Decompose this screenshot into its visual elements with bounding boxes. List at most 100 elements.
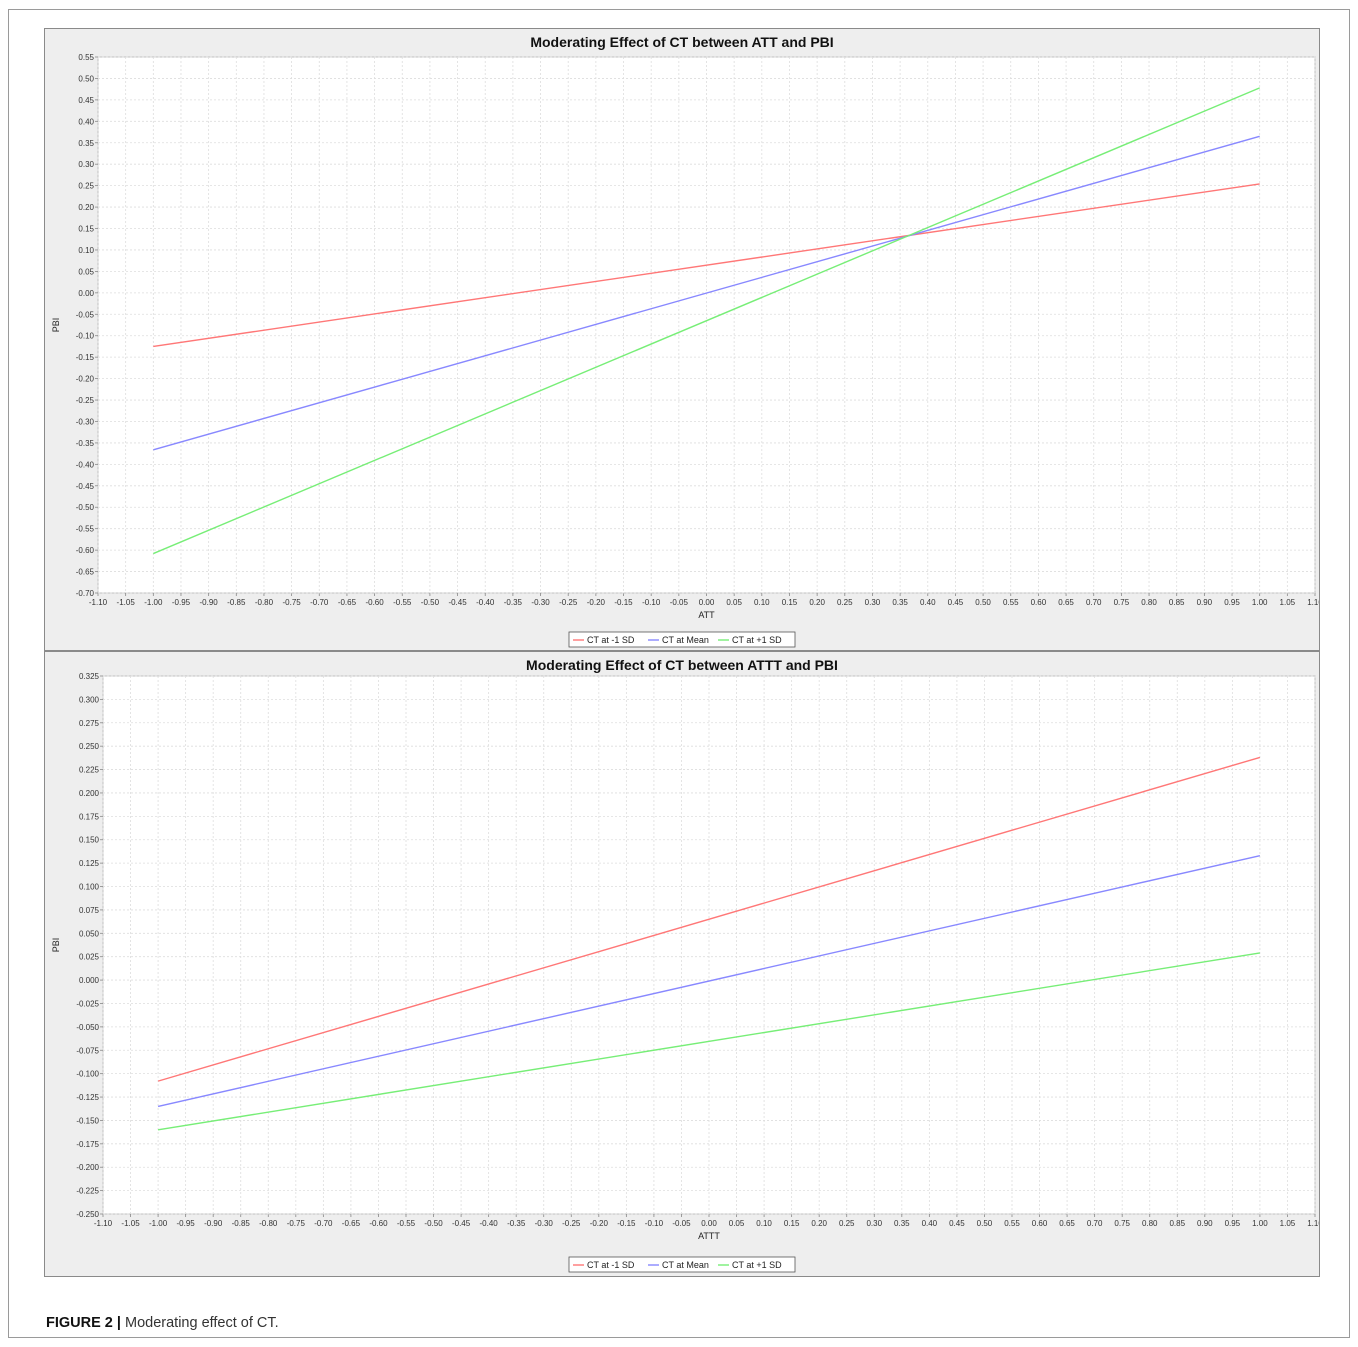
x-tick-label: 0.85 (1169, 598, 1185, 607)
x-tick-label: 0.50 (975, 598, 991, 607)
y-tick-label: 0.175 (79, 812, 100, 821)
x-tick-label: 0.25 (839, 1219, 855, 1228)
y-tick-label: -0.15 (76, 353, 95, 362)
x-tick-label: 1.05 (1280, 1219, 1296, 1228)
chart-title: Moderating Effect of CT between ATT and … (530, 34, 833, 50)
series-line (157, 854, 1261, 1108)
y-tick-label: 0.150 (79, 836, 100, 845)
x-tick-label: -0.10 (642, 598, 661, 607)
x-tick-label: 0.90 (1197, 1219, 1213, 1228)
x-tick-label: -1.10 (89, 598, 108, 607)
x-tick-label: 0.60 (1031, 598, 1047, 607)
x-tick-label: -0.80 (255, 598, 274, 607)
y-tick-label: 0.325 (79, 672, 100, 681)
y-tick-label: 0.30 (78, 160, 94, 169)
x-tick-label: 1.05 (1280, 598, 1296, 607)
x-tick-label: 0.75 (1114, 598, 1130, 607)
y-tick-label: -0.45 (76, 482, 95, 491)
x-tick-label: -0.70 (310, 598, 329, 607)
series-line (153, 87, 1260, 555)
legend-label: CT at -1 SD (587, 1260, 635, 1270)
legend: CT at -1 SD CT at Mean CT at +1 SD (568, 1256, 796, 1273)
x-tick-label: -0.65 (342, 1219, 361, 1228)
x-tick-label: 0.80 (1142, 1219, 1158, 1228)
y-tick-label: 0.100 (79, 883, 100, 892)
x-tick-label: -0.85 (232, 1219, 251, 1228)
y-tick-label: 0.275 (79, 719, 100, 728)
legend-label: CT at Mean (662, 1260, 709, 1270)
x-tick-label: -0.05 (670, 598, 689, 607)
x-tick-label: -0.15 (614, 598, 633, 607)
y-tick-label: 0.15 (78, 225, 94, 234)
y-axis-label: PBI (51, 318, 61, 333)
series-line (157, 756, 1261, 1082)
x-tick-label: 0.15 (782, 598, 798, 607)
x-tick-label: -0.75 (282, 598, 301, 607)
x-tick-label: 0.90 (1197, 598, 1213, 607)
y-axis-label: PBI (51, 938, 61, 953)
x-tick-label: 0.65 (1058, 598, 1074, 607)
x-tick-label: 0.45 (949, 1219, 965, 1228)
x-tick-label: -0.40 (476, 598, 495, 607)
x-tick-label: 0.05 (729, 1219, 745, 1228)
y-tick-label: -0.50 (76, 503, 95, 512)
y-tick-label: -0.200 (76, 1163, 99, 1172)
legend: CT at -1 SD CT at Mean CT at +1 SD (568, 631, 796, 648)
y-tick-label: -0.55 (76, 525, 95, 534)
y-tick-label: 0.300 (79, 695, 100, 704)
x-tick-label: -0.30 (535, 1219, 554, 1228)
x-tick-label: 0.55 (1004, 1219, 1020, 1228)
x-tick-label: -0.75 (287, 1219, 306, 1228)
chart-attt-pbi: Moderating Effect of CT between ATTT and… (51, 657, 1319, 1273)
x-tick-label: -0.45 (448, 598, 467, 607)
x-tick-label: -0.30 (531, 598, 550, 607)
y-tick-label: 0.45 (78, 96, 94, 105)
x-tick-label: 0.45 (948, 598, 964, 607)
x-tick-label: 0.00 (699, 598, 715, 607)
y-tick-label: 0.250 (79, 742, 100, 751)
legend-label: CT at Mean (662, 635, 709, 645)
legend-label: CT at +1 SD (732, 635, 782, 645)
y-tick-label: -0.70 (76, 589, 95, 598)
x-tick-label: -0.80 (259, 1219, 278, 1228)
x-tick-label: 0.65 (1059, 1219, 1075, 1228)
legend-box (568, 631, 796, 648)
x-tick-label: 1.00 (1252, 1219, 1268, 1228)
legend-label: CT at -1 SD (587, 635, 635, 645)
x-tick-label: -0.50 (421, 598, 440, 607)
y-tick-label: 0.00 (78, 289, 94, 298)
x-tick-label: -0.45 (452, 1219, 471, 1228)
x-tick-label: 0.85 (1169, 1219, 1185, 1228)
y-tick-label: -0.35 (76, 439, 95, 448)
legend-box (568, 1256, 796, 1273)
x-tick-label: 0.10 (754, 598, 770, 607)
x-tick-label: 0.55 (1003, 598, 1019, 607)
x-tick-label: 0.75 (1114, 1219, 1130, 1228)
x-tick-label: -0.10 (645, 1219, 664, 1228)
x-tick-label: 0.35 (894, 1219, 910, 1228)
y-tick-label: -0.175 (76, 1140, 99, 1149)
series-line (157, 952, 1261, 1131)
x-tick-label: -0.95 (177, 1219, 196, 1228)
figure-caption-text: Moderating effect of CT. (120, 1315, 279, 1331)
x-tick-label: -0.20 (587, 598, 606, 607)
x-tick-label: 0.30 (866, 1219, 882, 1228)
y-tick-label: -0.025 (76, 999, 99, 1008)
y-tick-label: 0.55 (78, 53, 94, 62)
y-tick-label: -0.075 (76, 1046, 99, 1055)
x-tick-label: 0.80 (1141, 598, 1157, 607)
x-tick-label: -1.05 (117, 598, 136, 607)
y-tick-label: -0.60 (76, 546, 95, 555)
x-tick-label: -0.65 (338, 598, 357, 607)
x-tick-label: 0.05 (726, 598, 742, 607)
x-tick-label: 0.40 (920, 598, 936, 607)
y-tick-label: -0.125 (76, 1093, 99, 1102)
x-tick-label: -0.95 (172, 598, 191, 607)
x-tick-label: -0.20 (590, 1219, 609, 1228)
x-tick-label: 0.40 (922, 1219, 938, 1228)
series-line (153, 135, 1260, 451)
y-tick-label: 0.25 (78, 182, 94, 191)
legend-label: CT at +1 SD (732, 1260, 782, 1270)
x-tick-label: -1.10 (94, 1219, 113, 1228)
y-tick-label: 0.35 (78, 139, 94, 148)
